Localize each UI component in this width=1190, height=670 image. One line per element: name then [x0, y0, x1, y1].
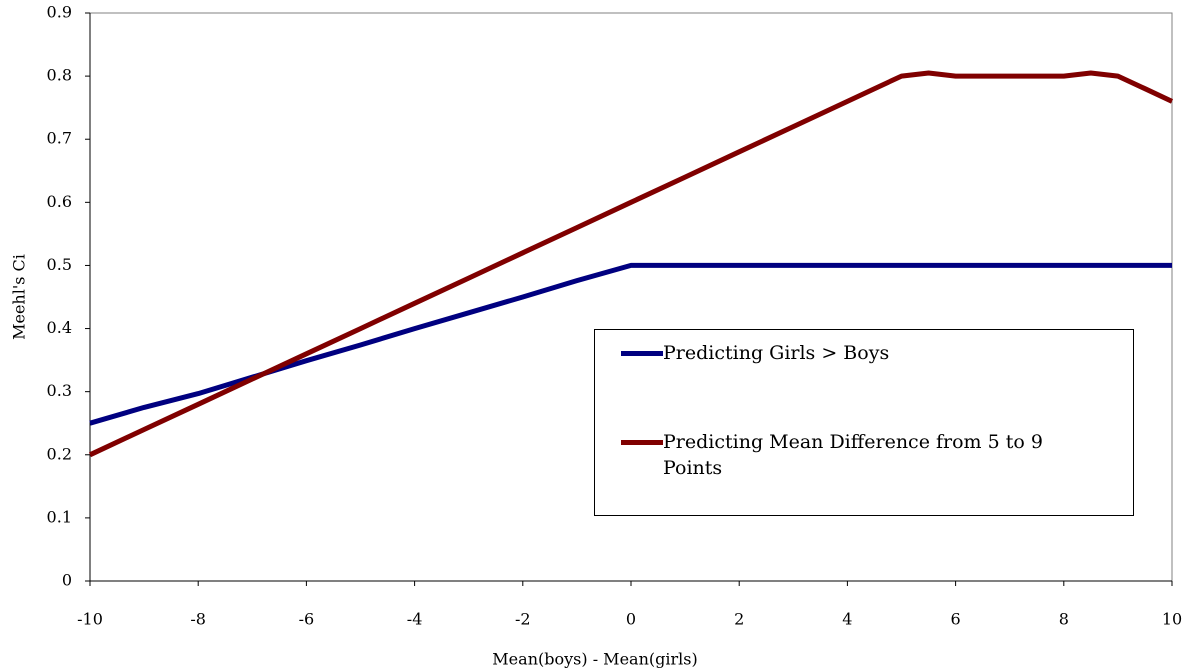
legend-item: Predicting Mean Difference from 5 to 9 P…: [621, 429, 1103, 481]
y-tick-label: 0.4: [47, 318, 72, 337]
legend-swatch: [621, 351, 663, 356]
y-tick-label: 0.8: [47, 66, 72, 85]
legend-label: Predicting Mean Difference from 5 to 9 P…: [663, 431, 1043, 479]
x-tick-label: 8: [1059, 610, 1069, 629]
x-tick-label: 0: [626, 610, 636, 629]
y-tick-label: 0: [62, 571, 72, 590]
legend-label: Predicting Girls > Boys: [663, 342, 890, 364]
legend-swatch: [621, 440, 663, 445]
y-tick-label: 0.7: [47, 129, 72, 148]
legend: Predicting Girls > Boys Predicting Mean D…: [594, 329, 1134, 516]
x-tick-label: -4: [407, 610, 423, 629]
x-tick-label: 4: [842, 610, 852, 629]
y-tick-label: 0.2: [47, 444, 72, 463]
series-line: [89, 262, 1172, 426]
y-tick-label: 0.6: [47, 192, 72, 211]
y-tick-label: 0.9: [47, 3, 72, 22]
x-tick-label: 6: [951, 610, 961, 629]
x-tick-label: 10: [1162, 610, 1182, 629]
x-tick-label: -2: [515, 610, 531, 629]
x-tick-label: 2: [734, 610, 744, 629]
x-tick-label: -6: [299, 610, 315, 629]
x-tick-label: -10: [77, 610, 103, 629]
x-axis-label: Mean(boys) - Mean(girls): [492, 650, 697, 669]
y-axis-label: Meehl's Ci: [10, 254, 29, 340]
x-tick-label: -8: [190, 610, 206, 629]
legend-item: Predicting Girls > Boys: [621, 340, 1103, 366]
series-line: [88, 70, 1174, 458]
y-tick-label: 0.3: [47, 381, 72, 400]
y-tick-label: 0.1: [47, 507, 72, 526]
y-tick-label: 0.5: [47, 255, 72, 274]
